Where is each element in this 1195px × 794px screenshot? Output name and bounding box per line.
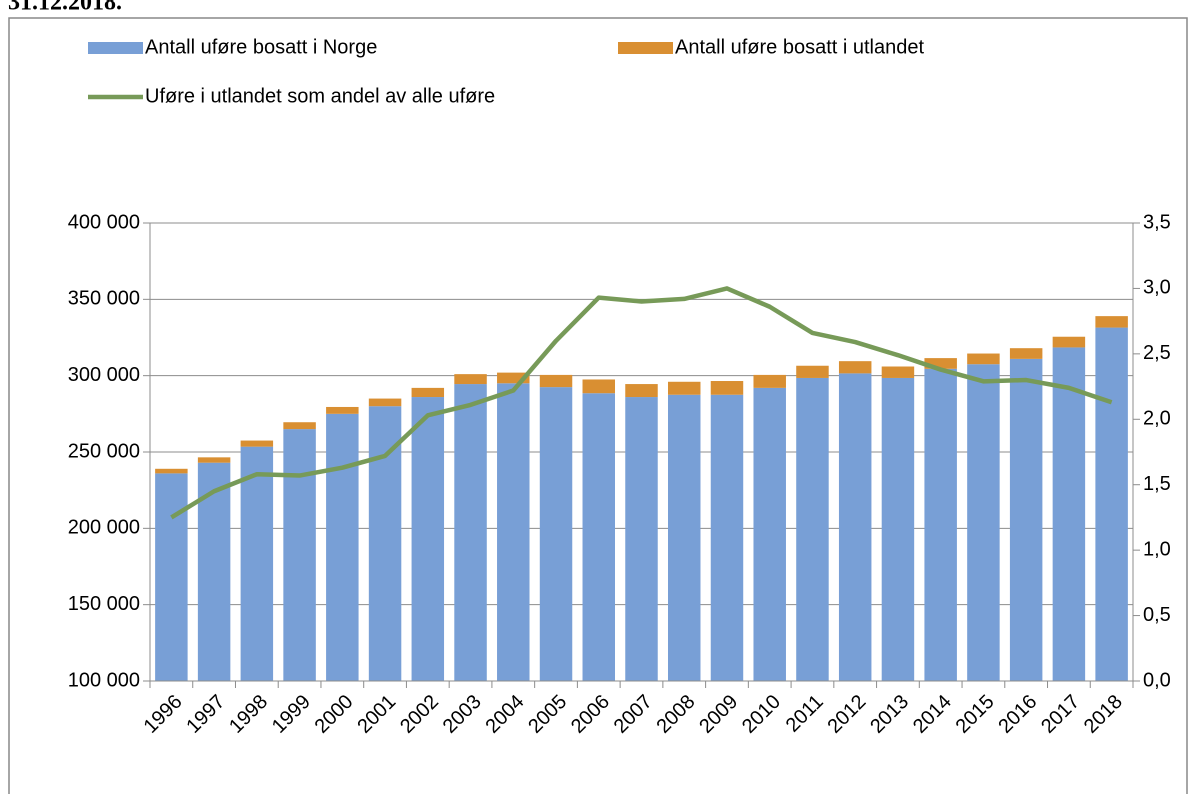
bar-segment bbox=[283, 422, 316, 430]
bar-segment bbox=[539, 374, 573, 388]
legend-swatch bbox=[88, 42, 143, 54]
x-tick-label: 2000 bbox=[311, 691, 358, 738]
bar-segment bbox=[411, 387, 445, 398]
x-tick-label: 2009 bbox=[695, 691, 742, 738]
bar-segment bbox=[240, 446, 274, 681]
x-tick-label: 2008 bbox=[652, 691, 699, 738]
bar-segment bbox=[326, 406, 359, 414]
x-tick-label: 2014 bbox=[909, 691, 956, 738]
bar-segment bbox=[368, 406, 402, 681]
y2-tick-label: 3,0 bbox=[1143, 277, 1171, 299]
bar-segment bbox=[582, 393, 616, 681]
legend-label: Antall uføre bosatt i Norge bbox=[145, 36, 377, 58]
bar-segment bbox=[710, 394, 744, 681]
bar-segment bbox=[411, 397, 445, 681]
bar-segment bbox=[1052, 336, 1086, 348]
y2-tick-label: 0,0 bbox=[1143, 669, 1171, 691]
x-tick-label: 1997 bbox=[182, 691, 229, 738]
y2-tick-label: 1,0 bbox=[1143, 538, 1171, 560]
x-tick-label: 2011 bbox=[782, 691, 828, 737]
y-tick-label: 300 000 bbox=[68, 364, 140, 386]
x-tick-label: 2015 bbox=[952, 691, 999, 738]
bar-segment bbox=[796, 377, 829, 681]
bar-segment bbox=[539, 387, 573, 681]
bar-segment bbox=[753, 387, 786, 681]
bar-segment bbox=[710, 381, 744, 395]
bar-segment bbox=[1095, 316, 1128, 328]
bar-segment bbox=[1009, 358, 1043, 681]
bar-segment bbox=[667, 381, 701, 395]
line-series bbox=[170, 286, 1113, 520]
bar-segment bbox=[155, 468, 188, 474]
x-tick-label: 2006 bbox=[567, 691, 614, 738]
chart-title: 31.12.2018. bbox=[8, 0, 122, 16]
x-tick-label: 2012 bbox=[823, 691, 870, 738]
bar-segment bbox=[1009, 348, 1043, 359]
bar-segment bbox=[326, 413, 359, 681]
x-tick-label: 2001 bbox=[353, 691, 400, 738]
bar-segment bbox=[582, 379, 616, 394]
x-tick-label: 2010 bbox=[738, 691, 785, 738]
bar-segment bbox=[1095, 327, 1128, 681]
bar-segment bbox=[667, 394, 701, 681]
bar-segment bbox=[967, 353, 1000, 365]
bar-segment bbox=[197, 457, 231, 463]
x-tick-label: 2004 bbox=[482, 691, 529, 738]
bar-segment bbox=[283, 429, 316, 681]
x-tick-label: 2002 bbox=[396, 691, 443, 738]
bar-segment bbox=[838, 373, 872, 681]
y2-tick-label: 2,5 bbox=[1143, 342, 1171, 364]
bar-segment bbox=[240, 440, 274, 447]
bar-segment bbox=[625, 384, 658, 398]
x-tick-label: 1999 bbox=[268, 691, 315, 738]
x-tick-label: 2016 bbox=[994, 691, 1041, 738]
bar-segment bbox=[155, 473, 188, 681]
legend-label: Antall uføre bosatt i utlandet bbox=[675, 36, 924, 58]
bar-segment bbox=[881, 366, 915, 378]
bar-segment bbox=[497, 383, 530, 681]
x-tick-label: 1996 bbox=[140, 691, 187, 738]
y-tick-label: 350 000 bbox=[68, 288, 140, 310]
legend-label: Uføre i utlandet som andel av alle uføre bbox=[145, 85, 495, 107]
bar-segment bbox=[967, 364, 1000, 681]
x-tick-label: 2017 bbox=[1037, 691, 1084, 738]
y2-tick-label: 2,0 bbox=[1143, 408, 1171, 430]
x-tick-label: 2005 bbox=[524, 691, 571, 738]
y-tick-label: 100 000 bbox=[68, 669, 140, 691]
bar-segment bbox=[197, 462, 231, 681]
x-tick-label: 2007 bbox=[610, 691, 657, 738]
bar-segment bbox=[796, 365, 829, 378]
bar-segment bbox=[881, 377, 915, 681]
bar-segment bbox=[454, 384, 487, 681]
y-tick-label: 200 000 bbox=[68, 517, 140, 539]
y2-tick-label: 1,5 bbox=[1143, 473, 1171, 495]
x-tick-label: 2013 bbox=[866, 691, 913, 738]
bar-segment bbox=[454, 374, 487, 385]
bar-segment bbox=[924, 358, 957, 369]
legend-swatch bbox=[618, 42, 673, 54]
x-tick-label: 2003 bbox=[439, 691, 486, 738]
y-tick-label: 250 000 bbox=[68, 440, 140, 462]
x-tick-label: 2018 bbox=[1080, 691, 1127, 738]
bar-segment bbox=[838, 361, 872, 374]
y-tick-label: 400 000 bbox=[68, 211, 140, 233]
bar-segment bbox=[368, 398, 402, 407]
bar-segment bbox=[1052, 347, 1086, 681]
x-tick-label: 1998 bbox=[225, 691, 272, 738]
bar-segment bbox=[497, 372, 530, 384]
frame bbox=[8, 17, 1188, 794]
y2-tick-label: 0,5 bbox=[1143, 604, 1171, 626]
y2-tick-label: 3,5 bbox=[1143, 211, 1171, 233]
bar-segment bbox=[753, 374, 786, 388]
y-tick-label: 150 000 bbox=[68, 593, 140, 615]
bar-segment bbox=[625, 397, 658, 681]
bar-segment bbox=[924, 368, 957, 681]
